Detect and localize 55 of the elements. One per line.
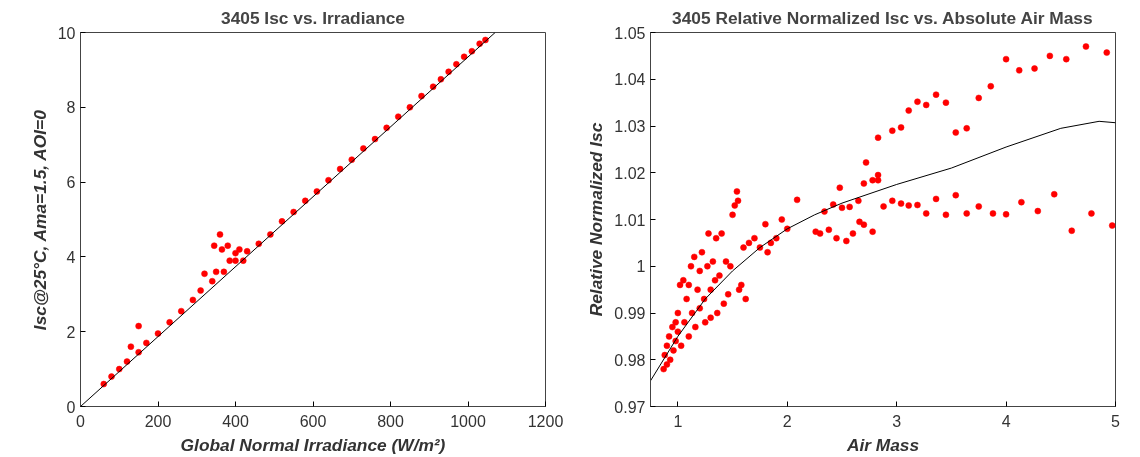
line-series [650,120,1116,382]
point [201,270,208,277]
point [236,246,243,253]
y-tick-label: 0.97 [614,398,646,416]
y-axis-title: Isc@25°C, Ama=1.5, AOI=0 [29,109,50,331]
y-tick-label: 10 [57,24,76,42]
y-tick-label: 2 [66,323,76,341]
y-tick-label: 1.02 [614,164,646,182]
y-axis-title: Relative Normalized Isc [586,122,607,317]
y-tick-label: 1 [636,258,646,276]
x-tick-label: 2 [782,412,792,430]
x-axis-title: Global Normal Irradiance (W/m²) [180,434,446,455]
point [220,268,228,276]
x-tick-label: 600 [299,412,327,430]
point [127,343,135,350]
x-tick-label: 200 [144,412,172,430]
chart-title: 3405 Isc vs. Irradiance [221,7,406,28]
y-tick-label: 1.01 [614,211,646,229]
x-tick-label: 1000 [450,412,486,430]
x-tick-label: 400 [222,412,249,430]
y-tick-label: 0.99 [614,305,646,322]
point [210,242,218,249]
y-tick-label: 1.05 [614,24,646,42]
y-tick-label: 0.98 [614,351,646,369]
x-tick-label: 1200 [527,412,564,430]
point [232,257,239,264]
point [197,287,204,294]
y-tick-label: 4 [66,248,76,266]
point [178,307,185,315]
point [143,339,150,347]
point [209,277,216,285]
point [278,218,286,225]
x-tick-label: 5 [1111,412,1121,430]
chart-title: 3405 Relative Normalized Isc vs. Absolute Air Mass [672,7,1093,28]
y-tick-label: 1.04 [614,71,646,89]
x-tick-label: 4 [1001,412,1011,430]
point [224,242,231,249]
point [166,319,173,326]
point [226,257,233,264]
x-axis-title: Air Mass [845,434,920,455]
point [216,231,224,238]
x-tick-label: 1 [673,412,683,430]
point [218,246,226,253]
y-tick-label: 8 [66,99,76,117]
point [453,61,460,68]
point [212,268,220,276]
point [360,145,367,152]
point [135,322,142,330]
x-tick-label: 3 [892,412,902,430]
point [243,248,251,255]
y-tick-label: 0 [66,398,76,416]
y-tick-label: 1.03 [614,118,646,135]
y-tick-label: 6 [66,174,76,192]
x-tick-label: 800 [377,412,404,430]
point [189,296,197,304]
